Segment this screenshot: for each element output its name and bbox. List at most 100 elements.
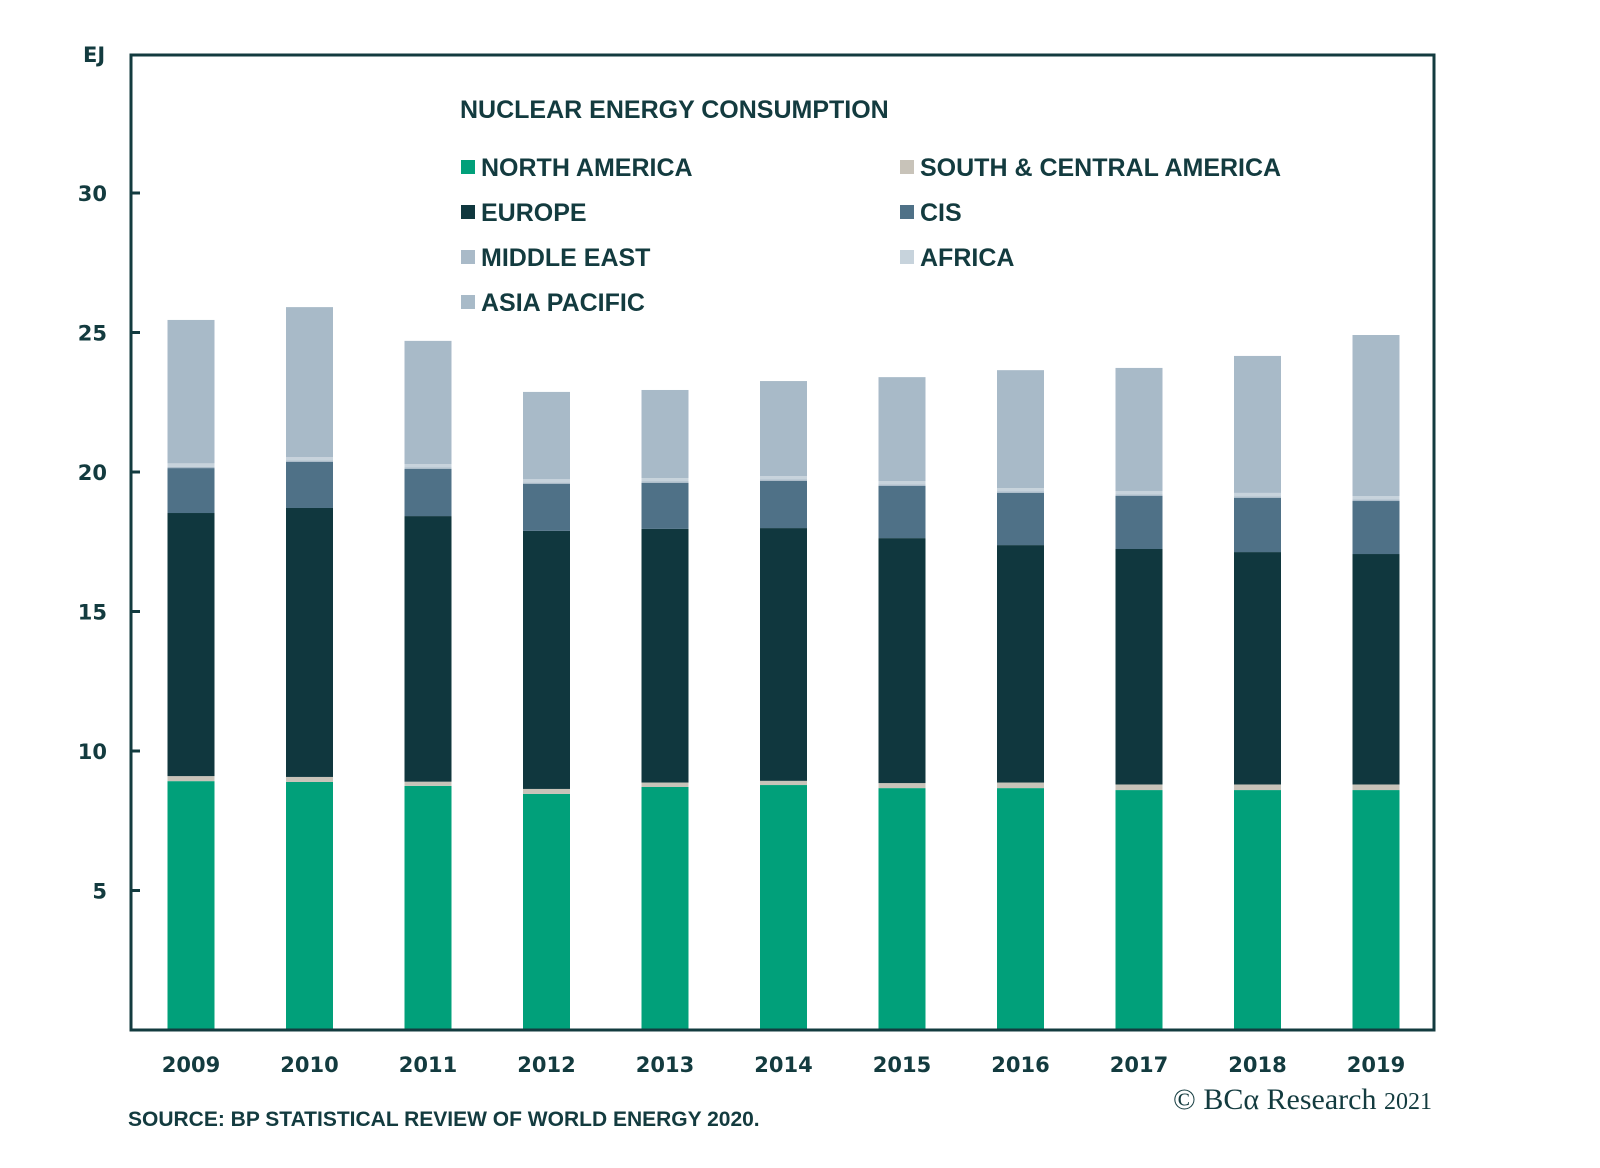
bar-stack-2018 [1234, 355, 1281, 1030]
bar-segment-cis [1115, 495, 1163, 550]
bar-segment-north-america [167, 781, 215, 1030]
legend-label: MIDDLE EAST [481, 244, 650, 272]
legend-label: EUROPE [481, 199, 587, 227]
bar-segment-middle-east [760, 479, 807, 481]
legend-item: SOUTH & CENTRAL AMERICA [900, 154, 1281, 182]
bar-segment-south-central-america [1115, 784, 1163, 791]
bar-segment-cis [523, 483, 570, 531]
bar-stack-2015 [878, 377, 926, 1030]
bar-segment-middle-east [1234, 496, 1281, 498]
bar-segment-cis [1234, 497, 1281, 553]
bar-stack-2017 [1115, 367, 1163, 1030]
bar-segment-europe [1234, 552, 1281, 785]
legend-item: CIS [900, 199, 962, 227]
bar-segment-cis [760, 480, 807, 529]
bar-segment-africa [1234, 492, 1281, 497]
legend-swatch [461, 205, 475, 219]
bar-segment-cis [878, 485, 926, 539]
bar-stack-2014 [760, 381, 807, 1030]
bar-segment-africa [641, 478, 689, 482]
bar-stack-2012 [523, 391, 570, 1030]
bar-segment-middle-east [1352, 499, 1400, 502]
copyright-year: 2021 [1384, 1089, 1432, 1115]
bar-segment-south-central-america [167, 776, 215, 782]
legend-swatch [461, 250, 475, 264]
y-tick-label: 20 [78, 461, 107, 485]
bar-segment-europe [760, 528, 807, 781]
bar-segment-north-america [1234, 790, 1281, 1030]
bar-segment-asia-pacific [760, 381, 807, 477]
bar-segment-africa [167, 463, 215, 467]
bar-segment-asia-pacific [1352, 335, 1400, 496]
x-tick-label: 2010 [280, 1053, 338, 1077]
bar-stack-2019 [1352, 335, 1400, 1030]
bar-segment-africa [878, 481, 926, 485]
bar-segment-europe [1352, 554, 1400, 785]
bar-stack-2013 [641, 389, 689, 1030]
legend-item: ASIA PACIFIC [461, 289, 645, 317]
bar-segment-north-america [1115, 790, 1163, 1030]
bar-segment-europe [1115, 549, 1163, 785]
bar-segment-south-central-america [523, 788, 570, 794]
bars-group [167, 307, 1400, 1030]
bar-segment-asia-pacific [641, 389, 689, 479]
bar-segment-south-central-america [760, 780, 807, 786]
bar-segment-europe [286, 507, 333, 777]
x-tick-label: 2017 [1110, 1053, 1168, 1077]
bar-segment-europe [641, 528, 689, 783]
legend-item: AFRICA [900, 244, 1014, 272]
bar-stack-2010 [286, 307, 333, 1030]
legend-label: SOUTH & CENTRAL AMERICA [920, 154, 1281, 182]
plot-frame [129, 53, 1436, 1032]
bar-segment-middle-east [404, 467, 452, 469]
bar-segment-asia-pacific [404, 340, 452, 465]
bar-segment-middle-east [167, 466, 215, 469]
bar-segment-north-america [760, 785, 807, 1030]
bar-segment-south-central-america [1352, 784, 1400, 791]
bar-segment-africa [1352, 495, 1400, 500]
y-tick-label: 15 [78, 601, 107, 625]
x-tick-label: 2018 [1228, 1053, 1286, 1077]
bar-segment-middle-east [286, 460, 333, 462]
bar-segment-africa [404, 464, 452, 468]
x-tick-label: 2009 [162, 1053, 220, 1077]
chart-title: NUCLEAR ENERGY CONSUMPTION [460, 96, 889, 124]
y-tick-label: 5 [92, 880, 107, 904]
copyright-symbol: © [1173, 1083, 1196, 1116]
bar-segment-north-america [641, 786, 689, 1030]
x-tick-label: 2015 [873, 1053, 931, 1077]
legend-swatch [900, 160, 914, 174]
x-tick-label: 2011 [399, 1053, 457, 1077]
bar-segment-europe [167, 513, 215, 777]
legend-swatch [900, 250, 914, 264]
bar-segment-europe [404, 516, 452, 782]
x-tick-label: 2019 [1347, 1053, 1405, 1077]
copyright-notice: © BCα Research 2021 [1173, 1083, 1432, 1117]
bar-segment-asia-pacific [1234, 355, 1281, 493]
bar-segment-north-america [878, 788, 926, 1030]
x-tick-label: 2014 [754, 1053, 812, 1077]
bar-segment-africa [286, 457, 333, 461]
legend-label: ASIA PACIFIC [481, 289, 645, 317]
bar-segment-cis [641, 482, 689, 529]
legend-swatch [461, 295, 475, 309]
bar-segment-north-america [404, 785, 452, 1030]
x-tick-label: 2012 [517, 1053, 575, 1077]
y-tick-label: 30 [78, 182, 107, 206]
bar-segment-europe [878, 538, 926, 784]
bar-segment-africa [523, 479, 570, 483]
bar-segment-cis [404, 468, 452, 517]
x-tick-label: 2013 [636, 1053, 694, 1077]
bar-segment-cis [167, 468, 215, 514]
bar-segment-asia-pacific [523, 391, 570, 480]
bar-segment-middle-east [1115, 494, 1163, 496]
legend-label: CIS [920, 199, 962, 227]
bar-segment-south-central-america [404, 781, 452, 786]
bar-segment-north-america [997, 788, 1044, 1030]
bar-segment-middle-east [878, 484, 926, 486]
bar-segment-middle-east [641, 481, 689, 483]
bar-stack-2011 [404, 340, 452, 1030]
bar-segment-north-america [523, 793, 570, 1030]
legend-swatch [900, 205, 914, 219]
